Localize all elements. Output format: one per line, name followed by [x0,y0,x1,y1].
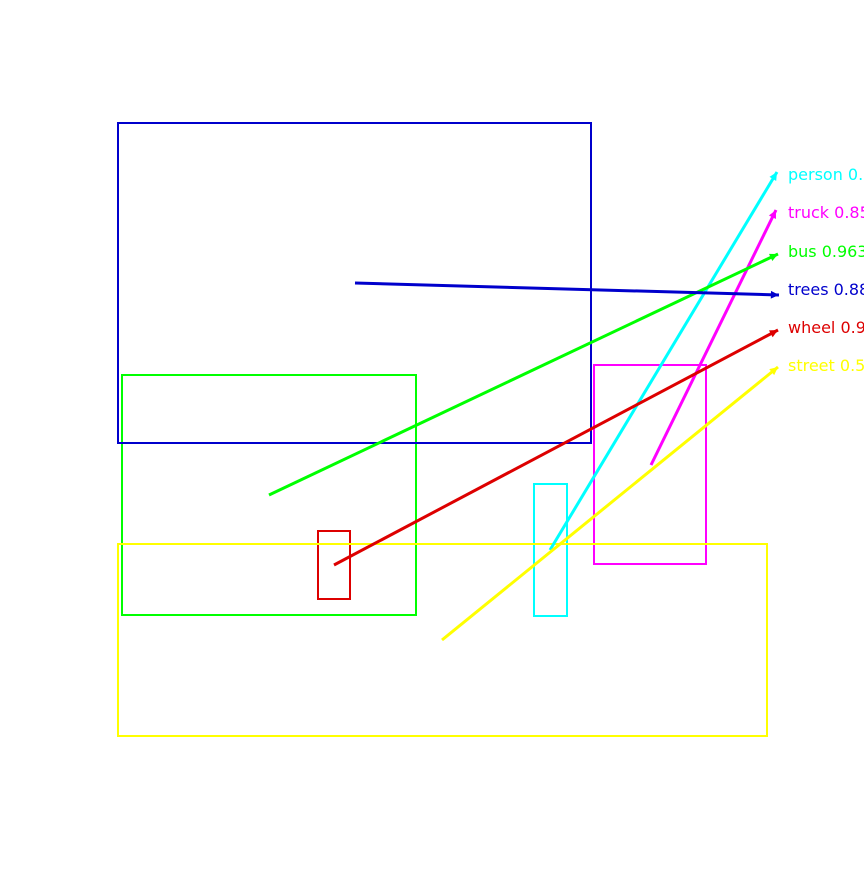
arrowhead-street [769,367,778,376]
bbox-bus [121,374,417,616]
bbox-wheel [317,530,351,600]
label-bus: bus 0.963 [788,242,864,261]
arrow-wheel [333,328,779,567]
arrowhead-bus [769,253,778,262]
label-trees: trees 0.88 [788,280,864,299]
label-truck: truck 0.85 [788,203,864,222]
arrow-person [548,171,779,551]
detection-labels: person 0. truck 0.85 bus 0.963 trees 0.8… [788,165,864,375]
arrow-truck [649,209,778,466]
bounding-boxes [117,122,768,737]
arrow-trees [354,281,780,297]
arrowhead-trees [770,290,779,299]
arrowhead-person [769,172,777,181]
label-person: person 0. [788,165,863,184]
arrowhead-wheel [769,330,778,338]
bbox-truck [593,364,707,565]
bbox-trees [117,122,592,444]
arrow-street [441,365,779,642]
arrow-bus [268,252,779,497]
label-arrows [268,171,780,642]
arrowhead-truck [768,210,776,219]
bbox-street [117,543,768,737]
label-street: street 0.5 [788,356,864,375]
bbox-person [533,483,568,617]
label-wheel: wheel 0.9 [788,318,864,337]
